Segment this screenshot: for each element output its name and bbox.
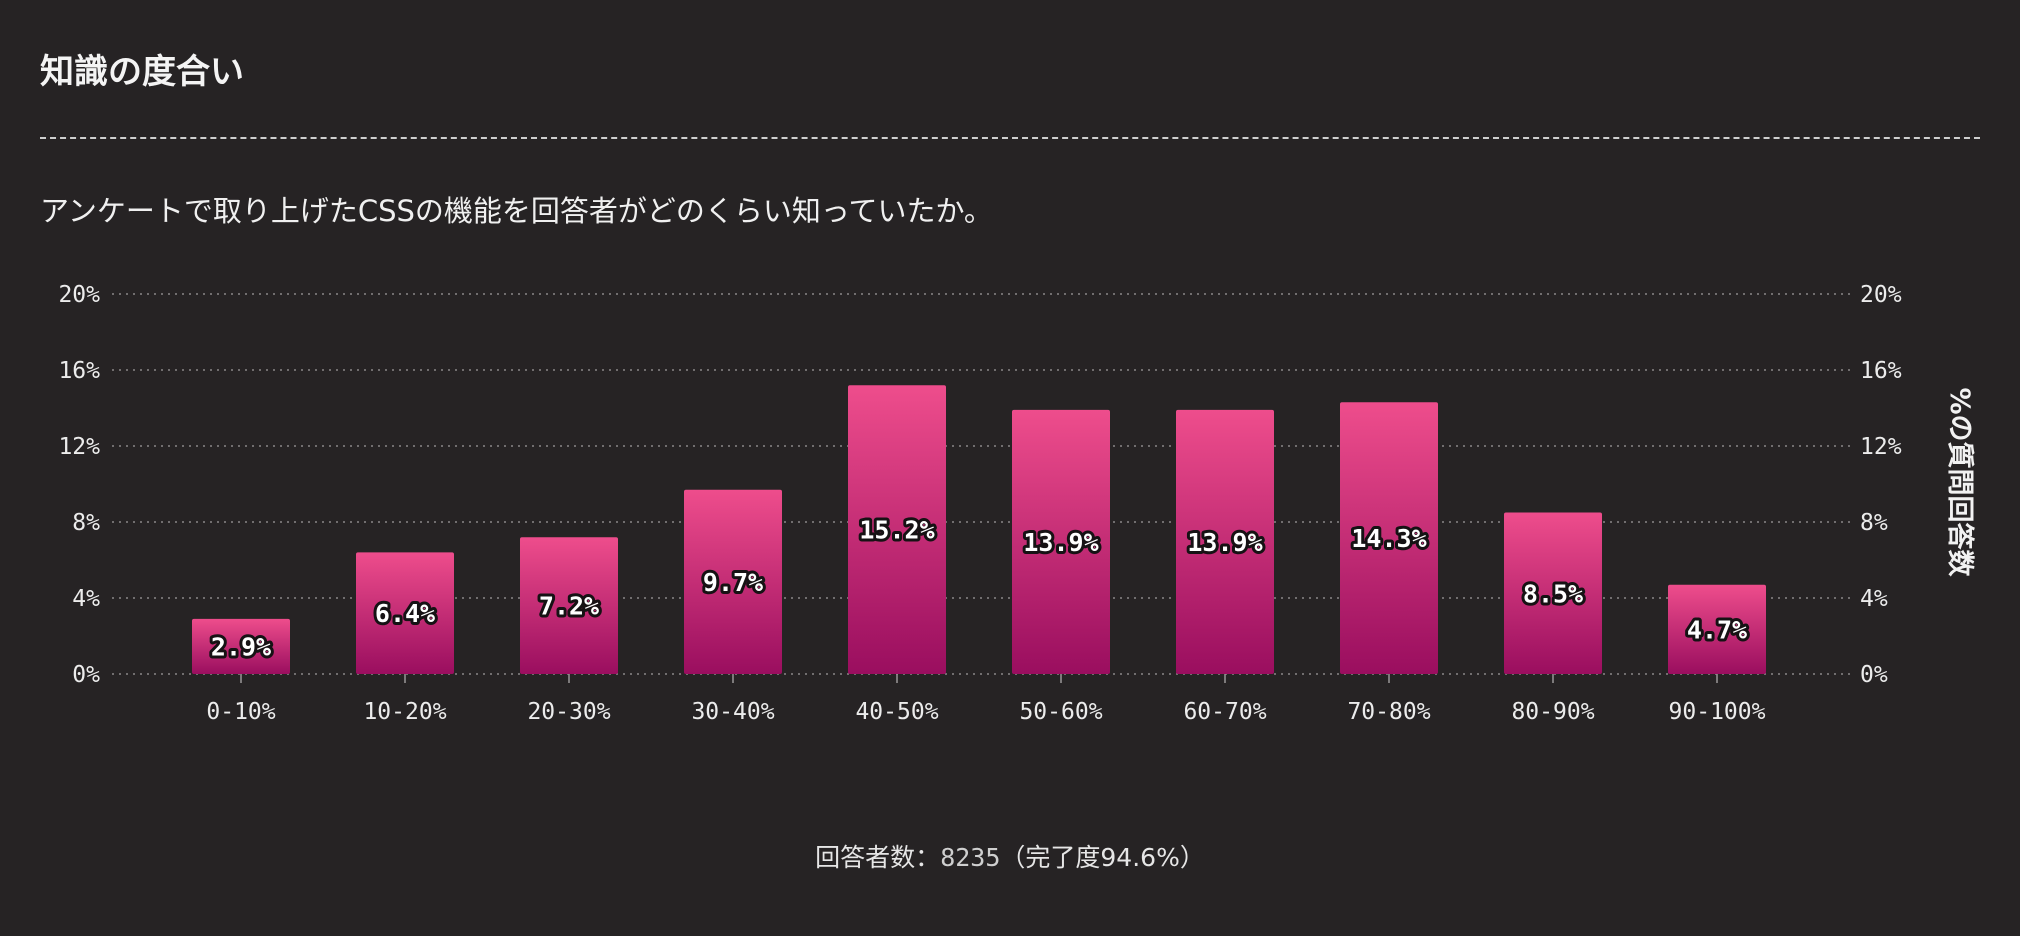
bar xyxy=(1340,402,1438,674)
x-axis: 0-10% 10-20% 20-30% 30-40% 40-50% 50-60% 60-70… xyxy=(206,674,1766,725)
knowledge-bar-chart: 0% 0% 4% 4% 8% 8% 12% 12% 16% 16% 20% 20% 2.9% 6.4% 7… xyxy=(58,282,1976,725)
right-axis-title: %の質問回答数 xyxy=(1944,387,1976,577)
bar xyxy=(1012,409,1110,674)
x-tick-label: 50-60% xyxy=(1019,699,1102,725)
respondents-count: 8235 xyxy=(940,843,1001,872)
y-tick-label-right: 16% xyxy=(1860,358,1902,384)
respondents-label: 回答者数： xyxy=(815,843,941,872)
y-tick-label-right: 8% xyxy=(1860,510,1888,536)
x-tick-label: 0-10% xyxy=(206,699,275,725)
x-tick-label: 90-100% xyxy=(1669,699,1766,725)
bar xyxy=(520,537,618,674)
y-tick-label-left: 0% xyxy=(72,662,100,688)
bar-value-label: 8.5% xyxy=(1523,579,1583,608)
x-tick-label: 60-70% xyxy=(1183,699,1266,725)
bar-value-label: 6.4% xyxy=(375,599,435,628)
bar-value-label: 7.2% xyxy=(539,592,599,621)
x-tick-label: 30-40% xyxy=(691,699,774,725)
y-tick-label-left: 12% xyxy=(58,434,100,460)
bar-value-label: 4.7% xyxy=(1687,615,1747,644)
y-tick-label-left: 4% xyxy=(72,586,100,612)
respondents-footer: 回答者数：8235（完了度94.6%） xyxy=(0,838,2020,874)
y-tick-label-left: 20% xyxy=(58,282,100,308)
y-tick-label-right: 12% xyxy=(1860,434,1902,460)
bar xyxy=(848,385,946,674)
bar-value-label: 13.9% xyxy=(1187,528,1262,557)
x-tick-label: 10-20% xyxy=(363,699,446,725)
bar-value-label: 13.9% xyxy=(1023,528,1098,557)
bar-value-label: 9.7% xyxy=(703,568,763,597)
bar-value-label: 15.2% xyxy=(859,516,934,545)
page-title: 知識の度合い xyxy=(40,52,244,92)
y-tick-label-right: 0% xyxy=(1860,662,1888,688)
x-tick-label: 20-30% xyxy=(527,699,610,725)
bar xyxy=(1668,584,1766,674)
bar-value-labels: 2.9% 6.4% 7.2% 9.7% 15.2% 13.9% 13.9% 14.3% 8.5%… xyxy=(208,513,1750,665)
bar xyxy=(1504,512,1602,674)
bar xyxy=(192,618,290,674)
bars xyxy=(192,385,1766,674)
bar xyxy=(356,552,454,674)
y-tick-label-left: 16% xyxy=(58,358,100,384)
y-tick-label-right: 20% xyxy=(1860,282,1902,308)
bar-value-label: 14.3% xyxy=(1351,524,1426,553)
completion-rate: （完了度94.6%） xyxy=(1000,843,1205,872)
title-divider xyxy=(40,137,1980,139)
bar-value-label: 2.9% xyxy=(211,632,271,661)
x-tick-label: 80-90% xyxy=(1511,699,1594,725)
grid-lines: 0% 0% 4% 4% 8% 8% 12% 12% 16% 16% 20% 20% xyxy=(58,282,1901,688)
y-tick-label-right: 4% xyxy=(1860,586,1888,612)
bar xyxy=(684,489,782,674)
bar xyxy=(1176,409,1274,674)
y-tick-label-left: 8% xyxy=(72,510,100,536)
x-tick-label: 70-80% xyxy=(1347,699,1430,725)
chart-subtitle: アンケートで取り上げたCSSの機能を回答者がどのくらい知っていたか。 xyxy=(40,194,993,228)
x-tick-label: 40-50% xyxy=(855,699,938,725)
